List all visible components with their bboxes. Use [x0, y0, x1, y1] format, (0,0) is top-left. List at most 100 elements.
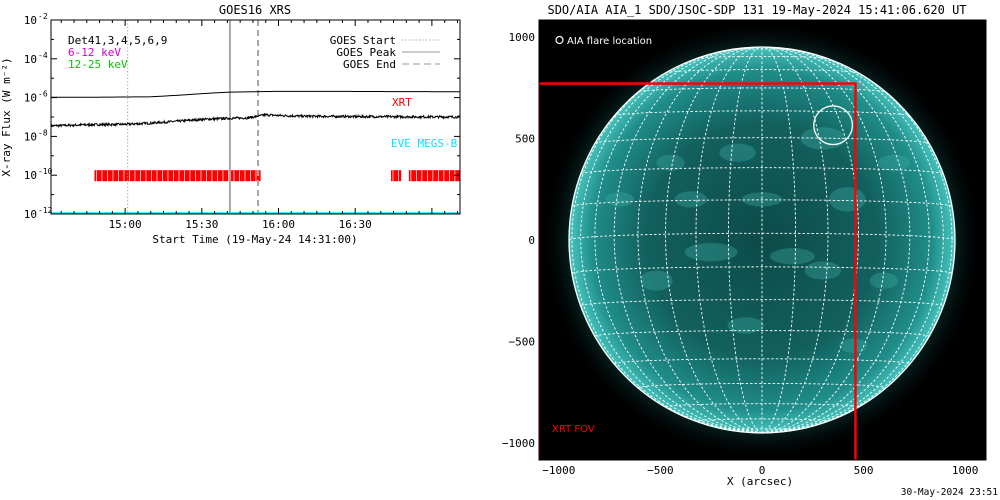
detector-legend-item-1: 6-12 keV: [68, 46, 121, 59]
meridian-line: [761, 47, 796, 433]
x-tick-label-3: 16:30: [339, 218, 372, 231]
plot-series: [51, 20, 460, 214]
parallel-line: [613, 358, 911, 365]
parallel-line: [728, 428, 796, 431]
y-tick-label-0: 10 -2: [24, 12, 48, 27]
goes-legend-item-0: GOES Start: [330, 34, 396, 47]
y-tick-exponent: -6: [38, 90, 48, 99]
meridian-line: [761, 47, 911, 433]
y-tick-base: 10: [24, 208, 37, 221]
y-tick-base: 10: [24, 130, 37, 143]
image-x-tick-label-0: −1000: [542, 464, 575, 477]
parallel-line: [637, 382, 887, 388]
active-region-4: [684, 243, 738, 262]
image-x-tick-label-4: 1000: [952, 464, 979, 477]
meridian-line: [761, 50, 953, 433]
image-y-tick-label-0: 1000: [509, 31, 536, 44]
meridian-line: [580, 47, 763, 433]
xrt-coverage-band-1: [390, 170, 402, 182]
active-region-13: [839, 338, 868, 353]
x-tick-label-1: 15:30: [185, 218, 218, 231]
y-tick-base: 10: [24, 53, 37, 66]
image-x-tick-label-3: 500: [854, 464, 874, 477]
meridian-line: [613, 47, 763, 433]
image-x-tick-label-2: 0: [759, 464, 766, 477]
parallel-line: [638, 87, 886, 93]
eve-megs-b-label: EVE MEGS-B: [391, 137, 458, 150]
detector-legend-item-2: 12-25 keV: [68, 58, 128, 71]
image-x-tick-label-1: −500: [647, 464, 674, 477]
parallel-line: [695, 418, 829, 422]
series-line-1: [51, 112, 460, 129]
parallel-line: [696, 56, 828, 59]
flare-circle: [813, 105, 854, 146]
y-axis-label: X-ray Flux (W m⁻²): [0, 57, 13, 176]
parallel-line: [571, 199, 953, 207]
goes-legend-item-1: GOES Peak: [336, 46, 396, 59]
meridian-line: [637, 47, 763, 433]
parallel-line: [665, 69, 859, 74]
image-y-tick-label-2: 0: [528, 234, 535, 247]
meridian-line: [728, 47, 763, 433]
active-region-2: [656, 154, 685, 171]
y-tick-exponent: -4: [38, 51, 48, 60]
xrt-fov-box: [539, 82, 857, 460]
xrt-fov-label: XRT FOV: [552, 424, 595, 435]
y-tick-label-3: 10 -8: [24, 128, 48, 143]
image-legend: AIA flare location: [555, 35, 652, 47]
solar-limb: [568, 46, 956, 434]
y-tick-base: 10: [24, 169, 37, 182]
y-tick-label-1: 10 -4: [24, 51, 48, 66]
meridian-line: [761, 47, 944, 433]
parallel-line: [580, 167, 944, 175]
solar-disk: [569, 47, 955, 433]
meridian-line: [761, 47, 859, 433]
y-tick-label-2: 10 -6: [24, 90, 48, 105]
meridian-line: [594, 47, 763, 433]
y-tick-exponent: -2: [38, 12, 48, 21]
image-y-tick-label-1: 500: [515, 132, 535, 145]
active-region-7: [804, 261, 842, 280]
image-y-tick-label-4: −1000: [502, 437, 535, 450]
active-region-5: [770, 248, 815, 265]
aia-131-image-panel: SDO/AIA AIA_1 SDO/JSOC-SDP 131 19-May-20…: [502, 3, 987, 488]
xrt-coverage-band-0: [94, 170, 261, 182]
y-tick-base: 10: [24, 14, 37, 27]
x-tick-label-2: 16:00: [262, 218, 295, 231]
image-title: SDO/AIA AIA_1 SDO/JSOC-SDP 131 19-May-20…: [547, 3, 966, 17]
active-region-12: [741, 192, 783, 207]
x-axis-label: Start Time (19-May-24 14:31:00): [152, 233, 357, 246]
image-axis-ticks: −1000 −500 0 500 1000 1000 500 0 −500 −1000: [502, 20, 986, 477]
active-region-3: [829, 187, 866, 212]
active-regions: [605, 127, 911, 353]
active-region-6: [640, 270, 673, 291]
active-region-10: [877, 154, 911, 171]
meridian-line: [665, 47, 763, 433]
xrt-label: XRT: [392, 96, 412, 109]
active-region-8: [869, 272, 899, 289]
y-tick-exponent: -8: [38, 128, 48, 137]
meridian-line: [761, 47, 829, 433]
series-line-0: [51, 90, 460, 98]
active-region-11: [605, 192, 635, 207]
flare-location-marker: [813, 105, 854, 146]
image-y-tick-label-3: −500: [509, 336, 536, 349]
image-x-axis-label: X (arcsec): [727, 475, 793, 488]
x-tick-label-0: 15:00: [109, 218, 142, 231]
active-region-1: [719, 143, 756, 162]
parallel-line: [594, 330, 930, 337]
legend-circle-icon: [555, 35, 564, 45]
parallel-line: [569, 232, 955, 241]
active-region-14: [674, 191, 708, 208]
meridian-line: [695, 47, 763, 433]
y-tick-exponent: -12: [38, 206, 53, 215]
meridian-line: [761, 47, 930, 433]
parallel-line: [580, 299, 944, 307]
detector-legend-item-0: Det41,3,4,5,6,9: [68, 34, 167, 47]
xrt-coverage-band-2: [408, 170, 460, 182]
active-region-9: [727, 317, 765, 334]
